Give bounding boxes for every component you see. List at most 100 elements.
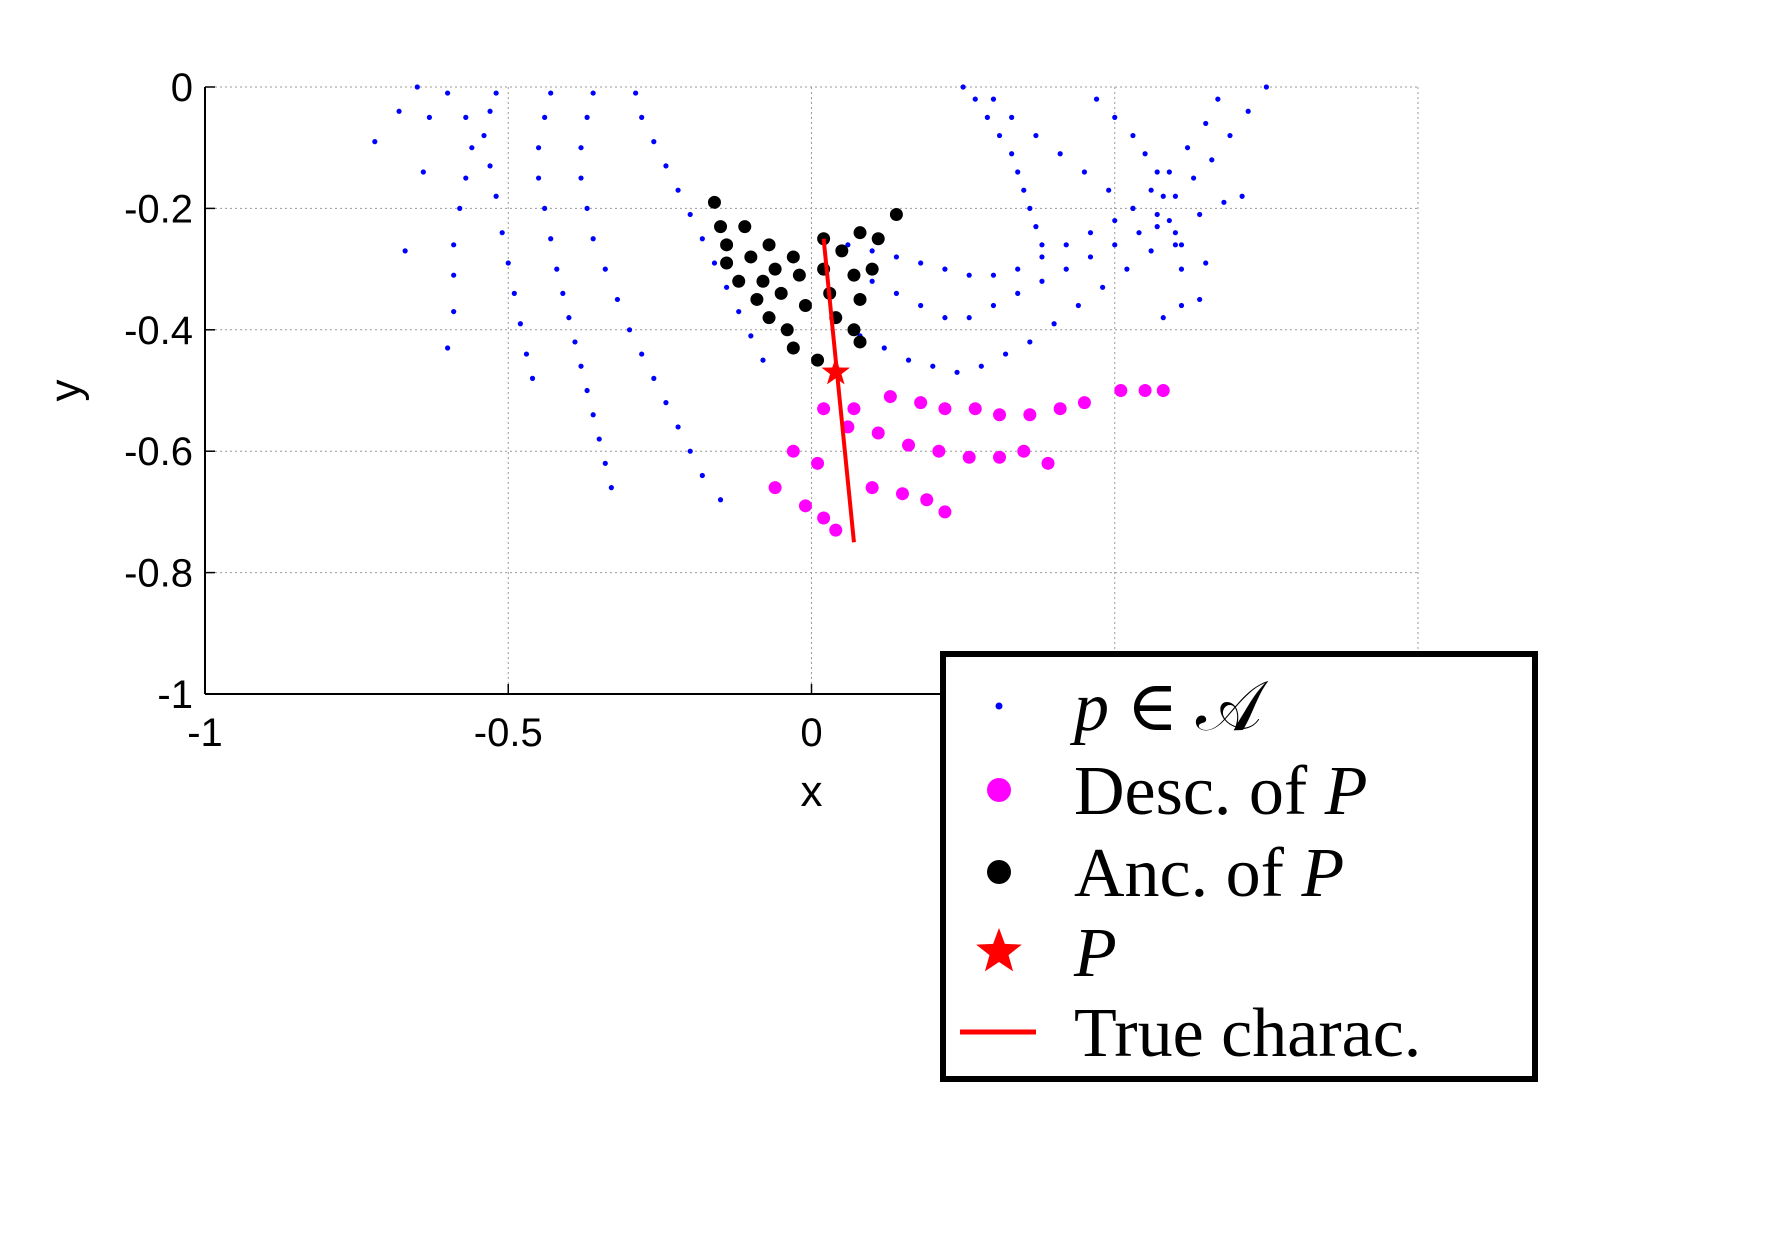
y-tick-label: -0.4 bbox=[124, 309, 193, 353]
set-point bbox=[1057, 151, 1063, 157]
set-point bbox=[1039, 242, 1045, 248]
set-point bbox=[1075, 302, 1081, 309]
set-point bbox=[602, 460, 608, 466]
set-point bbox=[626, 327, 633, 333]
point-p-star bbox=[821, 357, 851, 385]
data-marks bbox=[372, 84, 1269, 543]
set-point bbox=[1087, 230, 1094, 236]
descendant-point bbox=[902, 438, 916, 452]
set-point bbox=[584, 205, 590, 211]
ancestor-point bbox=[762, 238, 776, 252]
descendant-point bbox=[1041, 456, 1055, 470]
ancestor-point bbox=[756, 274, 770, 288]
y-tick-label: -0.2 bbox=[124, 187, 193, 231]
set-point bbox=[372, 139, 378, 145]
true-characteristic-line bbox=[821, 238, 856, 543]
set-point bbox=[1154, 211, 1160, 218]
set-point bbox=[1203, 120, 1209, 127]
set-point bbox=[723, 284, 730, 290]
set-point bbox=[1142, 151, 1148, 157]
ancestor-point bbox=[720, 256, 734, 270]
set-point bbox=[463, 175, 469, 181]
set-point bbox=[1245, 108, 1251, 114]
set-point bbox=[548, 90, 554, 96]
set-point bbox=[699, 236, 705, 242]
set-point bbox=[1002, 351, 1009, 357]
set-point bbox=[584, 387, 590, 394]
legend-label-descendants: Desc. of P bbox=[1074, 753, 1368, 830]
ancestor-point bbox=[774, 286, 788, 300]
descendant-point bbox=[817, 511, 831, 525]
set-point bbox=[590, 412, 596, 418]
set-point bbox=[457, 205, 463, 211]
legend-marker-set bbox=[995, 702, 1003, 710]
set-point bbox=[493, 90, 499, 96]
descendant-point bbox=[817, 402, 831, 416]
set-point bbox=[1051, 321, 1057, 327]
set-point bbox=[1009, 114, 1015, 120]
descendant-point bbox=[993, 450, 1007, 464]
descendant-point bbox=[829, 523, 843, 537]
set-point bbox=[1112, 242, 1118, 248]
ancestor-point bbox=[714, 220, 728, 234]
set-point bbox=[505, 260, 511, 266]
set-point bbox=[1209, 157, 1215, 163]
y-axis-label: y bbox=[41, 380, 90, 402]
descendant-point bbox=[968, 402, 982, 416]
descendant-point bbox=[938, 402, 952, 416]
set-point bbox=[978, 363, 984, 369]
set-point bbox=[1081, 169, 1088, 175]
set-point bbox=[1227, 132, 1233, 139]
ancestor-point bbox=[732, 274, 746, 288]
set-point bbox=[996, 132, 1003, 139]
set-point bbox=[1136, 230, 1142, 236]
set-point bbox=[542, 205, 548, 211]
set-point bbox=[608, 485, 614, 491]
set-point bbox=[1130, 132, 1136, 139]
set-point bbox=[1215, 96, 1221, 102]
descendant-point bbox=[993, 408, 1007, 422]
ancestor-point bbox=[786, 341, 800, 355]
descendant-point bbox=[1114, 384, 1128, 397]
ancestor-point bbox=[853, 335, 867, 349]
set-point bbox=[1033, 132, 1039, 139]
set-point bbox=[663, 400, 669, 406]
set-point bbox=[711, 260, 718, 266]
set-point bbox=[451, 272, 457, 278]
ancestor-point bbox=[847, 268, 861, 282]
descendant-point bbox=[811, 456, 825, 470]
ancestor-point bbox=[707, 195, 721, 209]
set-point bbox=[1039, 278, 1045, 284]
ancestor-point bbox=[889, 207, 903, 221]
set-point bbox=[990, 302, 997, 309]
set-point bbox=[1033, 224, 1039, 230]
set-point bbox=[748, 333, 754, 339]
set-point bbox=[426, 114, 433, 120]
set-point bbox=[451, 308, 457, 315]
set-point bbox=[918, 260, 924, 266]
set-point bbox=[1063, 242, 1069, 248]
set-point bbox=[869, 248, 875, 254]
descendant-point bbox=[1077, 396, 1091, 410]
set-point bbox=[1178, 302, 1185, 309]
set-point bbox=[1160, 315, 1166, 321]
set-point bbox=[966, 315, 972, 321]
x-axis-label: x bbox=[801, 767, 823, 816]
set-point bbox=[905, 357, 912, 363]
descendant-point bbox=[1017, 444, 1031, 458]
set-point bbox=[517, 321, 523, 327]
legend-label-line: True charac. bbox=[1074, 995, 1421, 1072]
descendant-point bbox=[1053, 402, 1067, 416]
legend-marker-ancestors bbox=[987, 860, 1011, 884]
descendant-point bbox=[962, 450, 976, 464]
set-point bbox=[675, 424, 681, 430]
set-point bbox=[614, 296, 621, 303]
ancestor-point bbox=[744, 250, 758, 264]
y-tick-label: -1 bbox=[157, 673, 193, 717]
set-point bbox=[1178, 242, 1185, 248]
set-point bbox=[1027, 339, 1033, 345]
set-point bbox=[584, 114, 590, 120]
ancestor-point bbox=[786, 250, 800, 264]
